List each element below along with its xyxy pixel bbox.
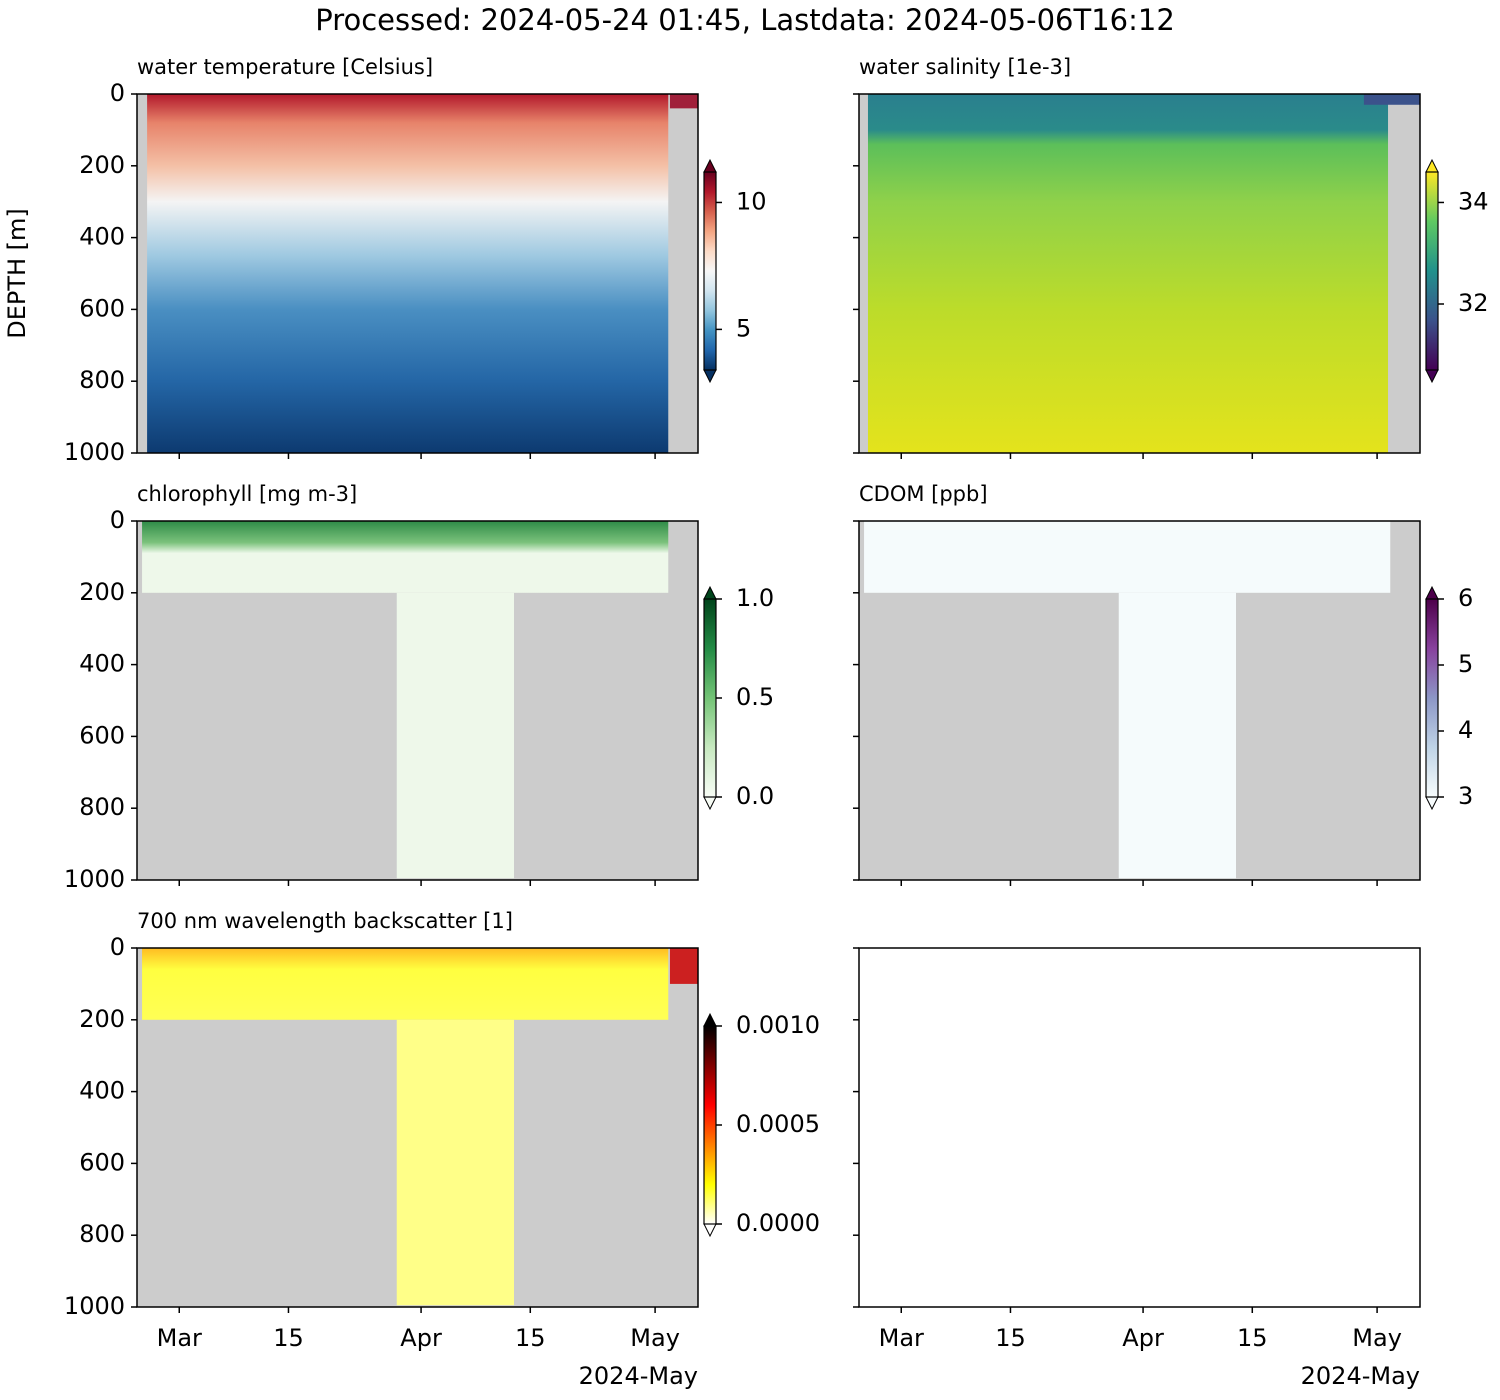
- y-tick-label: 800: [79, 793, 125, 821]
- y-tick-label: 400: [79, 223, 125, 251]
- colorbar-frame: [703, 171, 717, 371]
- x-tick-label: Apr: [1122, 1324, 1164, 1352]
- colorbar-tick-label: 34: [1458, 187, 1489, 215]
- y-tick-label: 0: [110, 933, 125, 961]
- y-tick-label: 600: [79, 721, 125, 749]
- y-tick-label: 400: [79, 1077, 125, 1105]
- colorbar-tick-label: 3: [1458, 782, 1473, 810]
- colorbar-extend-max: [703, 1012, 717, 1027]
- colorbar-tick-label: 0.0000: [736, 1209, 820, 1237]
- axes-title: water salinity [1e-3]: [859, 55, 1071, 79]
- figure-title: Processed: 2024-05-24 01:45, Lastdata: 2…: [315, 3, 1175, 37]
- colorbar-tick-label: 32: [1458, 289, 1489, 317]
- colorbar-extend-min: [703, 1223, 717, 1238]
- colorbar-tick-label: 4: [1458, 716, 1473, 744]
- y-tick-label: 400: [79, 650, 125, 678]
- x-tick-label: May: [630, 1324, 680, 1352]
- axes-title: 700 nm wavelength backscatter [1]: [137, 909, 513, 933]
- colorbar-tick-label: 10: [736, 187, 767, 215]
- x-tick-label: Mar: [157, 1324, 202, 1352]
- colorbar: [704, 599, 716, 797]
- y-tick-label: 200: [79, 1005, 125, 1033]
- colorbar-extend-min: [1425, 369, 1439, 384]
- axes-title: CDOM [ppb]: [859, 482, 988, 506]
- heatmap-image: [142, 521, 669, 593]
- axes-frame: [858, 93, 1421, 454]
- colorbar-tick-label: 0.0010: [736, 1011, 820, 1039]
- colorbar-extend-min: [703, 796, 717, 811]
- colorbar-frame: [1425, 598, 1439, 798]
- colorbar-tick-label: 6: [1458, 584, 1473, 612]
- axes-frame: [858, 520, 1421, 881]
- colorbar-frame: [1425, 171, 1439, 371]
- y-tick-label: 1000: [64, 438, 125, 466]
- heatmap-image: [669, 94, 698, 109]
- axes-frame: [136, 947, 699, 1308]
- axes-frame: [858, 947, 1421, 1308]
- x-tick-label: May: [1352, 1324, 1402, 1352]
- y-tick-label: 800: [79, 366, 125, 394]
- heatmap-image: [867, 94, 1389, 453]
- x-offset-label: 2024-May: [579, 1362, 698, 1390]
- y-tick-label: 800: [79, 1220, 125, 1248]
- colorbar-tick-label: 5: [736, 314, 751, 342]
- heatmap-image: [396, 592, 514, 879]
- heatmap-image: [142, 948, 669, 1020]
- colorbar: [1426, 599, 1438, 797]
- y-tick-label: 0: [110, 506, 125, 534]
- colorbar-tick-label: 0.0005: [736, 1110, 820, 1138]
- heatmap-image: [1363, 94, 1420, 105]
- colorbar: [1426, 172, 1438, 370]
- heatmap-image: [396, 1019, 514, 1306]
- heatmap-image: [669, 948, 698, 984]
- x-tick-label: 15: [995, 1324, 1026, 1352]
- x-offset-label: 2024-May: [1301, 1362, 1420, 1390]
- y-axis-label: DEPTH [m]: [3, 208, 31, 339]
- colorbar-extend-min: [1425, 796, 1439, 811]
- colorbar: [704, 1026, 716, 1224]
- y-tick-label: 1000: [64, 1292, 125, 1320]
- colorbar-extend-min: [703, 369, 717, 384]
- x-tick-label: 15: [1237, 1324, 1268, 1352]
- heatmap-image: [1118, 592, 1236, 879]
- x-tick-label: 15: [515, 1324, 546, 1352]
- x-tick-label: Apr: [400, 1324, 442, 1352]
- heatmap-image: [147, 94, 669, 453]
- axes-title: water temperature [Celsius]: [137, 55, 433, 79]
- colorbar-tick-label: 0.5: [736, 683, 774, 711]
- colorbar-tick-label: 0.0: [736, 782, 774, 810]
- y-tick-label: 600: [79, 294, 125, 322]
- x-tick-label: Mar: [879, 1324, 924, 1352]
- colorbar-extend-max: [703, 585, 717, 600]
- x-tick-label: 15: [273, 1324, 304, 1352]
- axes-title: chlorophyll [mg m-3]: [137, 482, 357, 506]
- colorbar-extend-max: [703, 158, 717, 173]
- y-tick-label: 1000: [64, 865, 125, 893]
- heatmap-image: [864, 521, 1391, 593]
- colorbar: [704, 172, 716, 370]
- colorbar-extend-max: [1425, 585, 1439, 600]
- colorbar-tick-label: 1.0: [736, 584, 774, 612]
- axes-frame: [136, 93, 699, 454]
- axes-frame: [136, 520, 699, 881]
- y-tick-label: 200: [79, 578, 125, 606]
- colorbar-extend-max: [1425, 158, 1439, 173]
- y-tick-label: 600: [79, 1148, 125, 1176]
- y-tick-label: 0: [110, 79, 125, 107]
- colorbar-tick-label: 5: [1458, 650, 1473, 678]
- y-tick-label: 200: [79, 151, 125, 179]
